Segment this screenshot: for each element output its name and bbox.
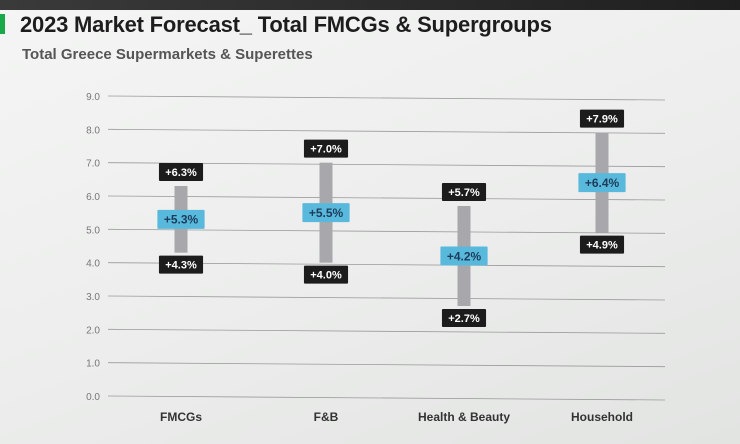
gridline	[107, 395, 666, 401]
low-label: +4.0%	[310, 270, 342, 282]
y-tick-label: 5.0	[86, 225, 100, 236]
mid-label-bg	[157, 209, 205, 229]
y-tick-label: 9.0	[86, 92, 100, 103]
x-category-label: Household	[571, 410, 633, 424]
high-label: +5.7%	[448, 187, 480, 199]
y-tick-label: 2.0	[86, 325, 100, 336]
low-label-bg	[579, 235, 625, 254]
mid-label-bg	[440, 246, 488, 266]
accent-bar	[0, 14, 5, 34]
gridline	[107, 128, 666, 134]
mid-label-bg	[302, 203, 350, 223]
low-label: +4.3%	[165, 260, 197, 272]
x-category-label: Health & Beauty	[418, 410, 510, 424]
gridline	[107, 195, 666, 201]
mid-label: +6.4%	[585, 176, 620, 190]
top-dark-band	[0, 0, 740, 10]
x-category-label: FMCGs	[160, 410, 202, 424]
high-label-bg	[303, 139, 349, 158]
low-label-bg	[303, 265, 349, 284]
gridline	[107, 228, 666, 234]
y-tick-label: 3.0	[86, 292, 100, 303]
y-tick-label: 8.0	[86, 125, 100, 136]
y-tick-label: 7.0	[86, 159, 100, 170]
high-label-bg	[441, 183, 487, 201]
gridline	[107, 362, 666, 368]
x-category-label: F&B	[314, 410, 339, 424]
mid-label-bg	[578, 173, 626, 193]
high-label-bg	[579, 109, 625, 128]
high-label-bg	[158, 163, 204, 181]
mid-label: +5.3%	[164, 213, 199, 227]
high-label: +7.9%	[586, 114, 618, 126]
low-label: +4.9%	[586, 240, 618, 252]
page-title: 2023 Market Forecast_ Total FMCGs & Supe…	[20, 12, 552, 37]
y-tick-label: 1.0	[86, 359, 100, 370]
y-tick-label: 4.0	[86, 259, 100, 270]
y-tick-label: 0.0	[86, 392, 100, 403]
mid-label: +5.5%	[309, 206, 344, 220]
gridline	[107, 328, 666, 334]
page-subtitle: Total Greece Supermarkets & Superettes	[22, 46, 313, 63]
low-label: +2.7%	[448, 313, 480, 325]
low-label-bg	[158, 255, 204, 274]
low-label-bg	[441, 309, 487, 327]
gridline	[107, 95, 666, 101]
gridline	[107, 295, 666, 301]
high-label: +6.3%	[165, 167, 197, 179]
y-tick-label: 6.0	[86, 192, 100, 203]
high-label: +7.0%	[310, 144, 342, 156]
mid-label: +4.2%	[447, 249, 482, 263]
